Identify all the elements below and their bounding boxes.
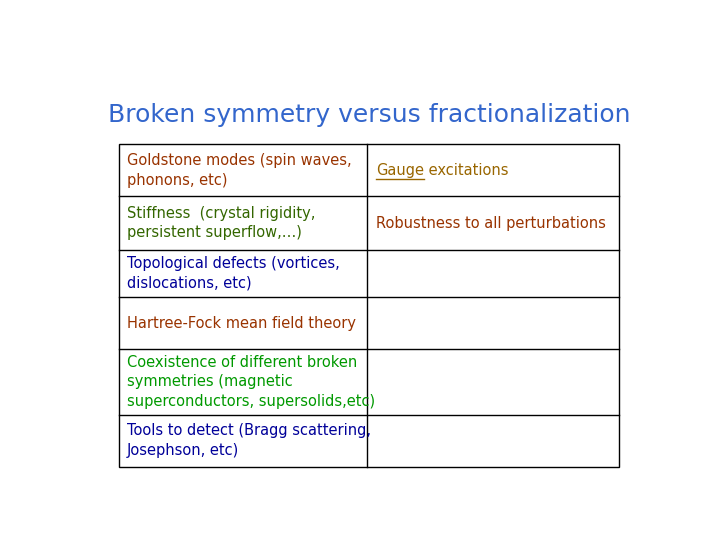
Text: Robustness to all perturbations: Robustness to all perturbations	[376, 215, 606, 231]
Text: Hartree-Fock mean field theory: Hartree-Fock mean field theory	[127, 315, 356, 330]
Text: Gauge: Gauge	[376, 163, 424, 178]
Text: excitations: excitations	[424, 163, 508, 178]
Text: Goldstone modes (spin waves,
phonons, etc): Goldstone modes (spin waves, phonons, et…	[127, 153, 351, 187]
Text: Topological defects (vortices,
dislocations, etc): Topological defects (vortices, dislocati…	[127, 256, 339, 291]
Text: Broken symmetry versus fractionalization: Broken symmetry versus fractionalization	[108, 103, 630, 127]
Text: Tools to detect (Bragg scattering,
Josephson, etc): Tools to detect (Bragg scattering, Josep…	[127, 423, 371, 458]
Text: Coexistence of different broken
symmetries (magnetic
superconductors, supersolid: Coexistence of different broken symmetri…	[127, 355, 375, 409]
Text: Stiffness  (crystal rigidity,
persistent superflow,…): Stiffness (crystal rigidity, persistent …	[127, 206, 315, 240]
